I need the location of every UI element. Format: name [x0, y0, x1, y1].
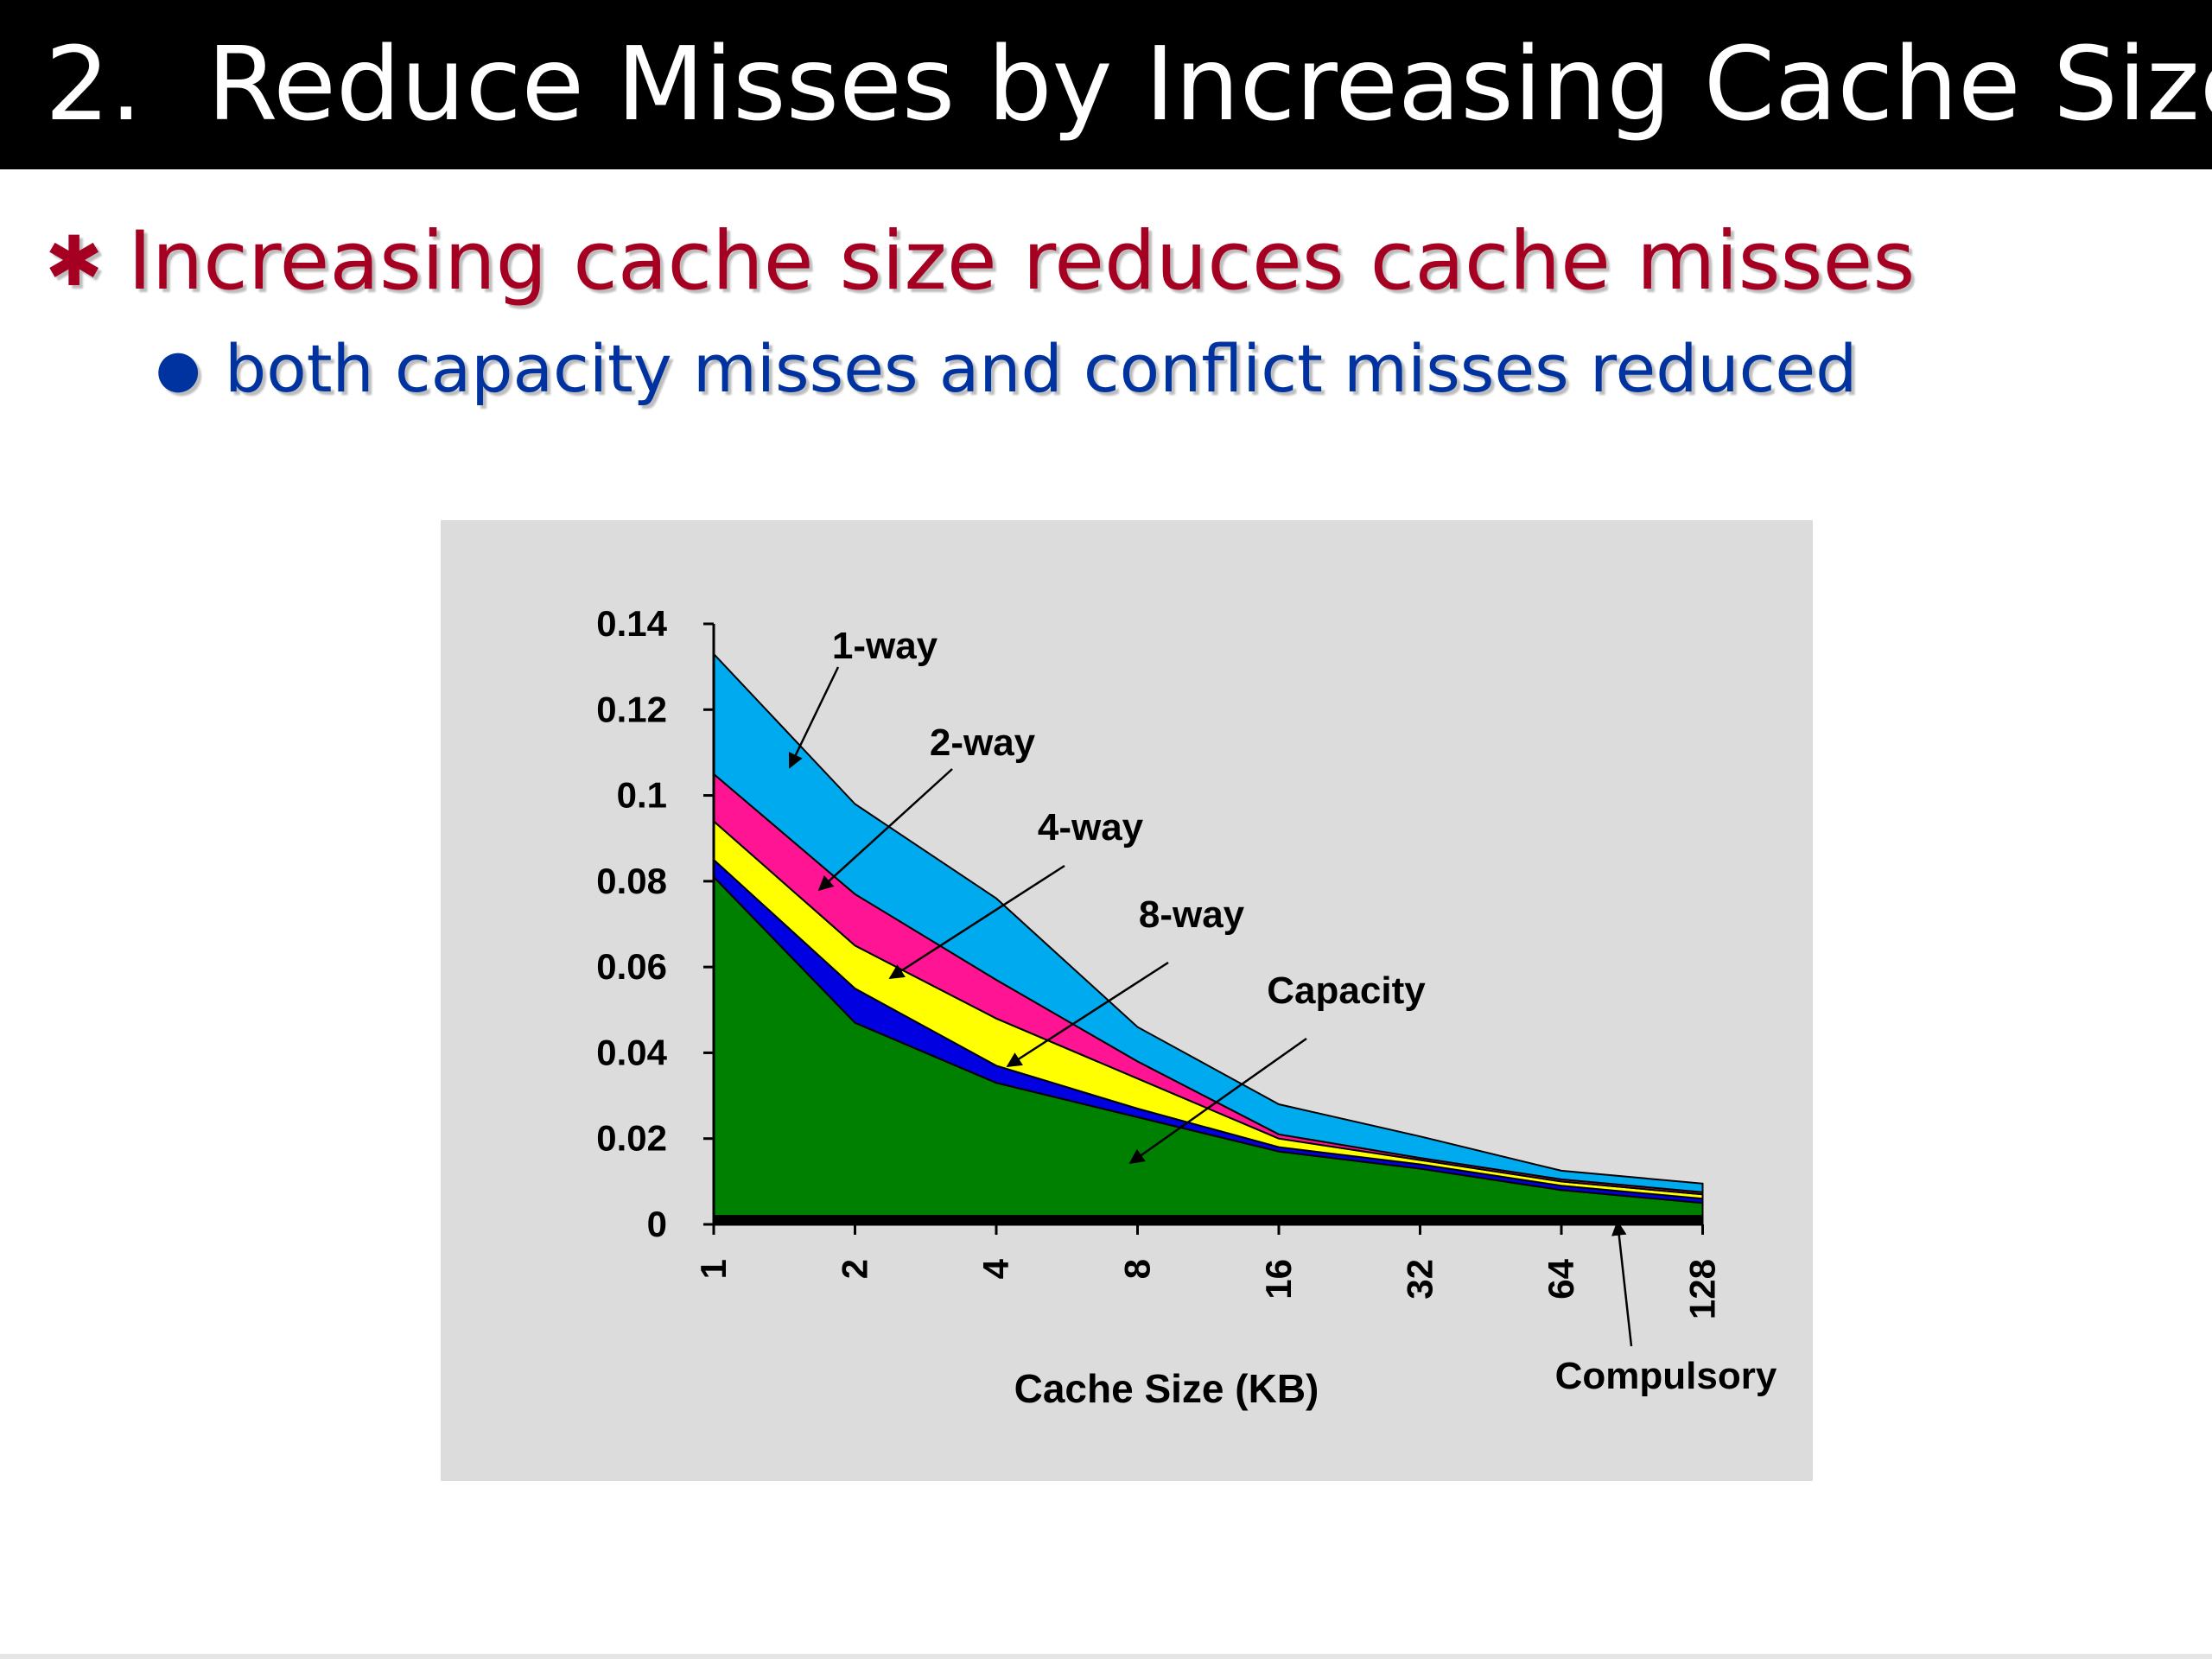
x-tick-label: 1 — [693, 1259, 734, 1279]
asterisk-bullet-icon: ✱ — [45, 221, 104, 302]
x-tick-label: 32 — [1400, 1259, 1440, 1300]
annotation-label-compulsory: Compulsory — [1555, 1355, 1777, 1397]
annotation-label-8-way: 8-way — [1139, 893, 1245, 936]
x-tick-label: 2 — [835, 1259, 875, 1279]
annotation-label-1-way: 1-way — [832, 625, 938, 667]
y-tick-label: 0.06 — [596, 946, 667, 987]
y-tick-label: 0.12 — [596, 689, 667, 729]
annotation-label-4-way: 4-way — [1038, 806, 1144, 849]
bullet-sub: ● both capacity misses and conflict misse… — [156, 321, 1857, 416]
annotation-arrow — [1006, 961, 1169, 1068]
bullet-main-text: Increasing cache size reduces cache miss… — [128, 214, 1916, 308]
annotation-arrow — [1611, 1220, 1633, 1347]
dot-bullet-icon: ● — [156, 339, 201, 399]
y-tick-label: 0.02 — [596, 1118, 667, 1159]
y-tick-label: 0.14 — [596, 603, 667, 644]
x-tick-label: 8 — [1117, 1259, 1158, 1279]
annotation-arrow — [1128, 1037, 1307, 1165]
y-tick-label: 0 — [647, 1204, 667, 1244]
x-axis-label: Cache Size (KB) — [1014, 1366, 1319, 1411]
stacked-area-chart: 0 0.02 0.04 0.06 0.08 0.1 0.12 0.14 1 2 4 8 16 32 64 12… — [596, 603, 1777, 1411]
chart-axes — [703, 622, 1704, 1235]
chart-tick-labels: 0 0.02 0.04 0.06 0.08 0.1 0.12 0.14 1 2 4 8 16 32 64 12… — [596, 603, 1722, 1319]
area-1-way — [713, 652, 1704, 1193]
chart-panel: 0 0.02 0.04 0.06 0.08 0.1 0.12 0.14 1 2 4 8 16 32 64 12… — [441, 520, 1813, 1481]
annotation-label-2-way: 2-way — [930, 721, 1036, 764]
title-bar: 2. Reduce Misses by Increasing Cache Siz… — [0, 0, 2212, 169]
bottom-rule — [0, 1654, 2212, 1659]
annotation-label-capacity: Capacity — [1267, 969, 1426, 1012]
bullet-main: ✱ Increasing cache size reduces cache mis… — [45, 206, 1915, 318]
annotation-arrow — [788, 666, 840, 769]
y-tick-label: 0.04 — [596, 1032, 667, 1072]
x-tick-label: 64 — [1541, 1258, 1581, 1299]
annotation-arrow — [888, 864, 1065, 980]
bullet-sub-text: both capacity misses and conflict misses… — [225, 330, 1858, 407]
x-tick-label: 128 — [1682, 1259, 1723, 1319]
y-tick-label: 0.1 — [617, 775, 667, 816]
y-tick-label: 0.08 — [596, 861, 667, 901]
x-tick-label: 4 — [976, 1258, 1016, 1279]
slide-title: 2. Reduce Misses by Increasing Cache Siz… — [45, 24, 2212, 143]
chart-areas — [713, 652, 1704, 1225]
annotation-arrow — [817, 768, 953, 892]
x-tick-label: 16 — [1258, 1259, 1299, 1300]
